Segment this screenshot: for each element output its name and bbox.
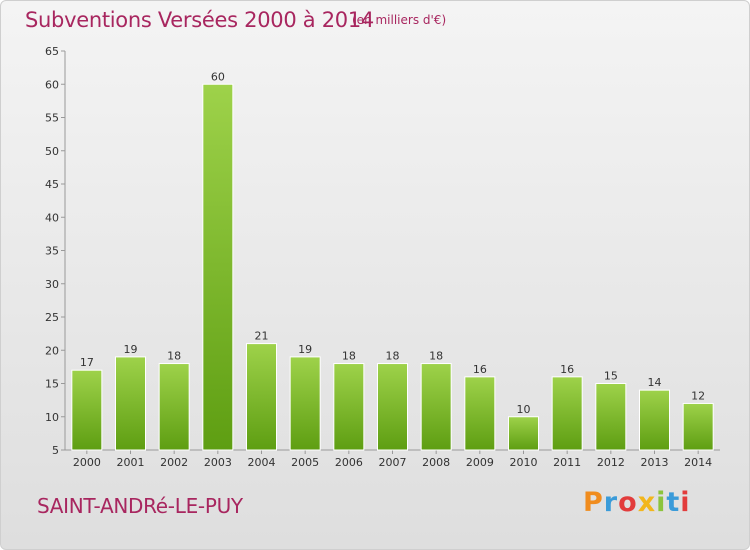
- y-tick-label: 40: [45, 211, 59, 224]
- value-label-2005: 19: [298, 343, 312, 356]
- value-label-2003: 60: [211, 70, 225, 83]
- logo-letter: P: [583, 487, 604, 518]
- bar-2004[interactable]: [246, 343, 277, 451]
- value-label-2007: 18: [386, 350, 400, 363]
- y-tick-label: 10: [45, 411, 59, 424]
- x-tick-label: 2005: [291, 456, 319, 469]
- logo-letter: i: [680, 487, 691, 518]
- x-tick-label: 2012: [597, 456, 625, 469]
- bar-2005[interactable]: [289, 356, 321, 451]
- value-label-2012: 15: [604, 370, 618, 383]
- x-tick-label: 2003: [204, 456, 232, 469]
- x-tick-label: 2010: [510, 456, 538, 469]
- value-label-2008: 18: [429, 350, 443, 363]
- y-tick-label: 60: [45, 78, 59, 91]
- bar-2010[interactable]: [508, 416, 539, 451]
- bar-2001[interactable]: [115, 356, 146, 451]
- commune-name: SAINT-ANDRé-LE-PUY: [37, 494, 243, 518]
- logo-letter: x: [637, 487, 657, 518]
- bar-2013[interactable]: [639, 389, 670, 451]
- chart-title: Subventions Versées 2000 à 2014: [25, 8, 374, 32]
- value-label-2004: 21: [255, 330, 269, 343]
- value-label-2002: 18: [167, 350, 181, 363]
- x-tick-label: 2011: [553, 456, 581, 469]
- y-tick-label: 5: [52, 444, 59, 457]
- proxiti-logo[interactable]: Proxiti: [583, 487, 691, 518]
- bar-2007[interactable]: [377, 363, 408, 451]
- x-axis: 2000 2001 2002 2003 2004 2005 2006 2007 2008 2009…: [65, 449, 720, 469]
- y-tick-label: 15: [45, 378, 59, 391]
- bar-2009[interactable]: [464, 376, 496, 451]
- x-tick-label: 2000: [73, 456, 101, 469]
- bars: 17 19 18 60 21 19 18 18 18 16 10 16 15 14 12: [71, 70, 714, 451]
- x-tick-label: 2008: [422, 456, 450, 469]
- y-tick-label: 20: [45, 344, 59, 357]
- chart-subtitle: (en milliers d'€): [352, 13, 447, 27]
- bar-2012[interactable]: [595, 383, 627, 451]
- logo-letter: r: [603, 487, 619, 518]
- bar-2011[interactable]: [551, 376, 583, 451]
- x-tick-label: 2001: [117, 456, 145, 469]
- y-tick-label: 55: [45, 112, 59, 125]
- value-label-2014: 12: [691, 389, 705, 402]
- y-tick-label: 50: [45, 145, 59, 158]
- value-label-2000: 17: [80, 356, 94, 369]
- value-label-2010: 10: [517, 403, 531, 416]
- y-tick-label: 45: [45, 178, 59, 191]
- value-label-2006: 18: [342, 350, 356, 363]
- x-tick-label: 2004: [248, 456, 276, 469]
- bar-2002[interactable]: [158, 363, 190, 451]
- bar-2003[interactable]: [202, 83, 234, 451]
- bar-2000[interactable]: [71, 369, 103, 451]
- value-label-2009: 16: [473, 363, 487, 376]
- bar-2014[interactable]: [682, 402, 714, 451]
- y-axis: 5 10 15 20 25 30 35 40 45 50 55 60 65: [45, 45, 66, 457]
- logo-letter: i: [656, 487, 667, 518]
- logo-letter: t: [666, 487, 681, 518]
- value-label-2001: 19: [124, 343, 138, 356]
- x-tick-label: 2013: [641, 456, 669, 469]
- x-tick-label: 2002: [160, 456, 188, 469]
- bar-2006[interactable]: [333, 363, 365, 451]
- y-tick-label: 25: [45, 311, 59, 324]
- x-tick-label: 2009: [466, 456, 494, 469]
- value-label-2013: 14: [648, 376, 662, 389]
- value-label-2011: 16: [560, 363, 574, 376]
- y-tick-label: 65: [45, 45, 59, 58]
- bar-2008[interactable]: [420, 363, 452, 451]
- y-tick-label: 35: [45, 245, 59, 258]
- logo-letter: o: [618, 487, 638, 518]
- x-tick-label: 2014: [684, 456, 712, 469]
- x-tick-label: 2006: [335, 456, 363, 469]
- y-tick-label: 30: [45, 278, 59, 291]
- x-tick-label: 2007: [379, 456, 407, 469]
